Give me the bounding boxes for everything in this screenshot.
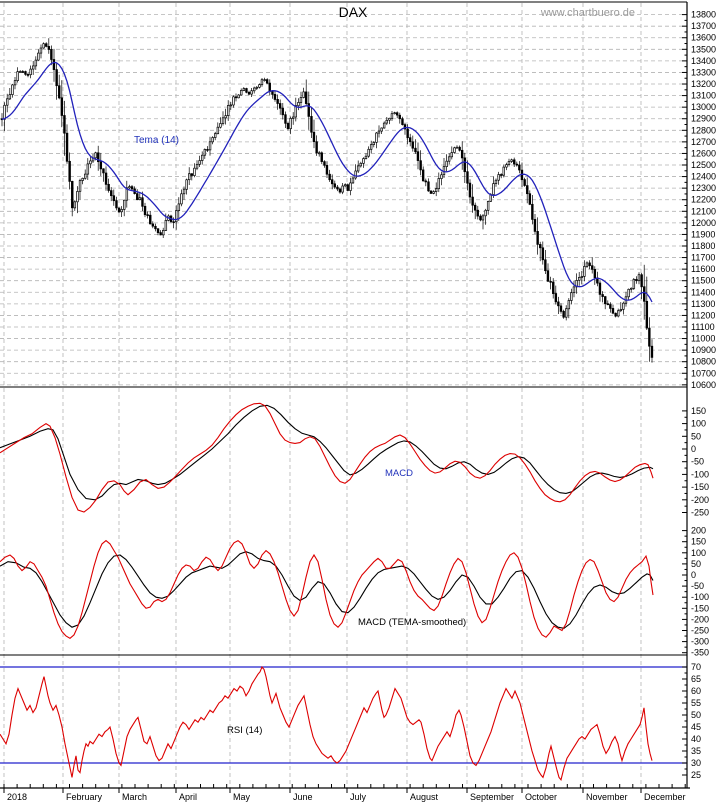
rsi-series-label: RSI (14)	[227, 725, 263, 736]
svg-text:11000: 11000	[691, 334, 715, 344]
svg-text:-150: -150	[691, 603, 709, 613]
svg-text:11200: 11200	[691, 310, 715, 320]
svg-text:June: June	[293, 792, 313, 802]
svg-text:February: February	[66, 792, 103, 802]
svg-text:-250: -250	[691, 508, 709, 518]
svg-text:25: 25	[691, 770, 701, 780]
svg-text:55: 55	[691, 698, 701, 708]
svg-text:July: July	[350, 792, 367, 802]
svg-text:200: 200	[691, 526, 706, 536]
svg-text:11400: 11400	[691, 287, 715, 297]
svg-text:13600: 13600	[691, 33, 716, 43]
svg-text:April: April	[179, 792, 197, 802]
svg-text:45: 45	[691, 722, 701, 732]
svg-text:-50: -50	[691, 581, 704, 591]
svg-text:11500: 11500	[691, 276, 715, 286]
svg-text:May: May	[233, 792, 251, 802]
svg-text:12300: 12300	[691, 183, 716, 193]
svg-text:13700: 13700	[691, 21, 716, 31]
svg-text:13200: 13200	[691, 79, 716, 89]
svg-text:13400: 13400	[691, 56, 716, 66]
svg-text:13800: 13800	[691, 10, 716, 20]
svg-text:12700: 12700	[691, 137, 716, 147]
svg-text:0: 0	[691, 444, 696, 454]
svg-text:60: 60	[691, 686, 701, 696]
svg-text:-100: -100	[691, 592, 709, 602]
macd-smoothed-series-label: MACD (TEMA-smoothed)	[358, 617, 467, 628]
macd-series-label: MACD	[385, 468, 413, 479]
page-title: DAX	[338, 4, 368, 20]
svg-text:-300: -300	[691, 637, 709, 647]
svg-text:150: 150	[691, 406, 706, 416]
svg-text:10600: 10600	[691, 380, 716, 390]
svg-text:11700: 11700	[691, 253, 715, 263]
svg-text:11900: 11900	[691, 229, 715, 239]
svg-text:12600: 12600	[691, 148, 716, 158]
svg-text:12500: 12500	[691, 160, 716, 170]
svg-text:50: 50	[691, 710, 701, 720]
svg-text:September: September	[470, 792, 514, 802]
svg-text:30: 30	[691, 758, 701, 768]
svg-text:12800: 12800	[691, 125, 716, 135]
svg-text:12100: 12100	[691, 206, 716, 216]
svg-text:150: 150	[691, 537, 706, 547]
svg-text:-200: -200	[691, 614, 709, 624]
tema-series-label: Tema (14)	[134, 135, 180, 146]
svg-text:November: November	[586, 792, 628, 802]
svg-text:March: March	[122, 792, 147, 802]
svg-text:12000: 12000	[691, 218, 716, 228]
svg-text:11100: 11100	[691, 322, 715, 332]
watermark: www.chartbuero.de	[540, 7, 635, 19]
svg-text:13300: 13300	[691, 67, 716, 77]
svg-text:2018: 2018	[7, 792, 27, 802]
svg-text:50: 50	[691, 431, 701, 441]
svg-text:13100: 13100	[691, 91, 716, 101]
svg-text:100: 100	[691, 419, 706, 429]
svg-text:70: 70	[691, 662, 701, 672]
svg-text:October: October	[525, 792, 557, 802]
svg-text:13500: 13500	[691, 44, 716, 54]
svg-text:12900: 12900	[691, 114, 716, 124]
svg-text:11800: 11800	[691, 241, 715, 251]
svg-text:-150: -150	[691, 482, 709, 492]
svg-text:11600: 11600	[691, 264, 715, 274]
svg-text:0: 0	[691, 570, 696, 580]
svg-text:12400: 12400	[691, 172, 716, 182]
svg-text:10700: 10700	[691, 368, 716, 378]
svg-text:65: 65	[691, 674, 701, 684]
svg-text:50: 50	[691, 559, 701, 569]
svg-text:-200: -200	[691, 495, 709, 505]
svg-text:-100: -100	[691, 469, 709, 479]
svg-text:August: August	[410, 792, 439, 802]
svg-text:40: 40	[691, 734, 701, 744]
svg-text:13000: 13000	[691, 102, 716, 112]
svg-text:10800: 10800	[691, 357, 716, 367]
svg-text:10900: 10900	[691, 345, 716, 355]
svg-text:35: 35	[691, 746, 701, 756]
svg-text:12200: 12200	[691, 195, 716, 205]
svg-text:11300: 11300	[691, 299, 715, 309]
svg-text:-50: -50	[691, 457, 704, 467]
svg-text:-250: -250	[691, 626, 709, 636]
svg-text:December: December	[644, 792, 686, 802]
svg-text:-350: -350	[691, 648, 709, 658]
svg-text:100: 100	[691, 548, 706, 558]
